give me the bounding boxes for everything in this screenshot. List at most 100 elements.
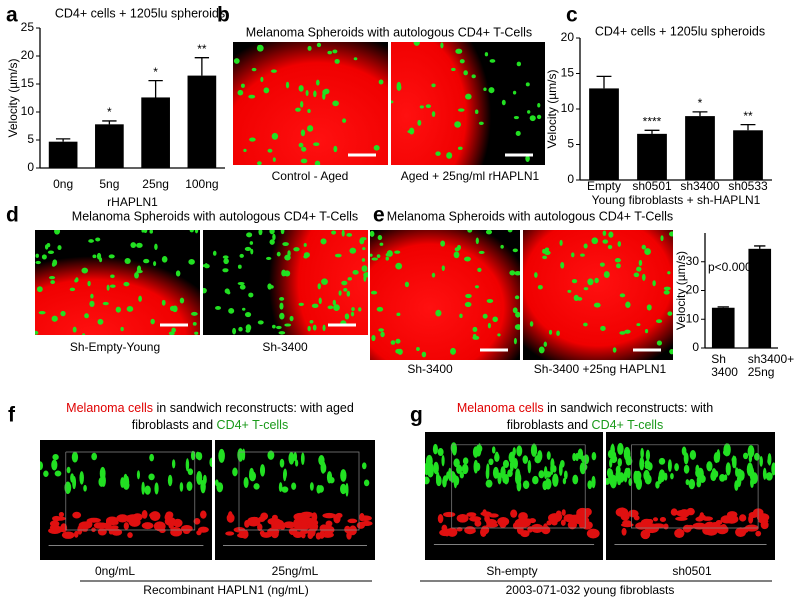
red-cell <box>347 518 358 524</box>
cell <box>639 456 645 471</box>
cell <box>91 452 98 461</box>
cell <box>269 230 275 235</box>
x-tick-label: sh3400+ 25ng <box>748 352 794 379</box>
cell <box>134 272 139 279</box>
title-text: in sandwich reconstructs: with <box>544 401 714 415</box>
cell <box>471 74 476 79</box>
cell <box>695 468 701 478</box>
red-cell <box>586 528 600 539</box>
cell <box>171 459 176 469</box>
cell <box>307 125 314 132</box>
x-tick-label: sh0533 <box>728 179 768 193</box>
cell <box>641 244 646 250</box>
cell <box>87 280 91 287</box>
red-cell <box>621 527 627 536</box>
cell <box>332 49 338 54</box>
cell <box>35 260 41 265</box>
red-cell <box>299 529 309 535</box>
red-cell <box>346 531 352 540</box>
cell <box>685 479 690 486</box>
cell <box>437 448 444 457</box>
cell <box>454 247 460 252</box>
cell <box>724 474 728 481</box>
red-cell <box>561 509 566 516</box>
cell <box>527 110 531 114</box>
cell <box>136 242 143 248</box>
cell <box>215 306 222 310</box>
red-cell <box>579 521 584 529</box>
significance: **** <box>643 114 662 128</box>
cell <box>340 483 347 495</box>
cell <box>735 467 739 477</box>
cell <box>179 482 184 492</box>
cell <box>350 311 355 317</box>
cell <box>377 235 383 241</box>
cell <box>263 87 270 94</box>
cell <box>725 462 731 476</box>
cell <box>327 50 333 55</box>
cell <box>54 470 62 477</box>
cell <box>488 87 495 94</box>
cell <box>288 451 295 465</box>
cell <box>427 466 434 478</box>
y-tick-label: 10 <box>21 104 35 118</box>
cell <box>314 160 321 165</box>
red-cell <box>583 507 592 516</box>
cell <box>475 237 479 245</box>
red-cell <box>226 513 235 523</box>
panel-label: g <box>410 404 423 427</box>
image-caption: Sh-3400 +25ng HAPLN1 <box>534 362 667 376</box>
cell <box>279 312 285 320</box>
cell <box>353 57 358 61</box>
cell <box>636 323 641 327</box>
cell <box>636 266 642 272</box>
cell <box>644 248 651 255</box>
cell <box>515 130 521 136</box>
cell <box>652 280 656 287</box>
red-cell <box>180 525 193 533</box>
cell <box>624 467 630 475</box>
cell <box>663 286 671 291</box>
cell <box>625 301 631 309</box>
cell <box>615 465 621 475</box>
cell <box>305 89 309 97</box>
cell <box>563 470 568 480</box>
cell <box>658 457 666 465</box>
cell <box>52 453 59 461</box>
cell <box>60 310 66 317</box>
cell <box>544 247 550 252</box>
y-tick-label: 20 <box>561 30 575 44</box>
cell <box>327 305 334 310</box>
cell <box>154 243 158 250</box>
cell <box>759 456 763 467</box>
cell <box>544 478 552 490</box>
cell <box>272 233 276 241</box>
cell <box>123 281 130 287</box>
cell <box>571 252 575 258</box>
red-cell <box>741 527 748 534</box>
cell <box>322 324 326 331</box>
cell <box>667 459 672 472</box>
cell <box>379 242 384 246</box>
cell <box>395 348 402 354</box>
cell <box>457 108 465 112</box>
cell <box>633 272 640 278</box>
red-cell <box>61 531 75 539</box>
red-cell <box>257 523 263 532</box>
bar <box>95 124 124 168</box>
title-text: in sandwich reconstructs: with aged <box>153 401 354 415</box>
cell <box>593 302 601 308</box>
bar <box>141 97 170 168</box>
red-cell <box>686 507 695 516</box>
red-cell <box>200 510 207 519</box>
cell <box>485 479 493 488</box>
cell <box>431 111 436 117</box>
cell <box>425 104 432 109</box>
red-cell <box>652 517 659 522</box>
cell <box>559 239 563 246</box>
cell <box>185 458 190 472</box>
cell <box>370 230 375 237</box>
image-content <box>40 450 212 546</box>
cell <box>571 278 578 284</box>
red-cell <box>439 529 451 537</box>
